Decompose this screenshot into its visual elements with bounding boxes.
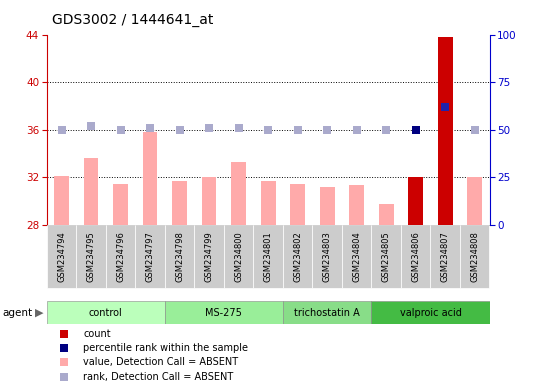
Bar (283, 301, 371, 324)
Text: GSM234804: GSM234804 (352, 231, 361, 282)
Text: MS-275: MS-275 (205, 308, 243, 318)
Bar (371, 301, 490, 324)
Bar (349, 185, 364, 225)
Text: GSM234801: GSM234801 (263, 231, 273, 282)
Text: GSM234807: GSM234807 (441, 231, 450, 282)
Text: GSM234794: GSM234794 (57, 231, 66, 282)
Text: valproic acid: valproic acid (399, 308, 461, 318)
Bar (312, 225, 342, 288)
Point (411, 127, 420, 133)
Bar (290, 184, 305, 225)
Point (87, 123, 96, 129)
Text: trichostatin A: trichostatin A (294, 308, 360, 318)
Bar (84, 158, 98, 225)
Text: GSM234808: GSM234808 (470, 231, 479, 282)
Text: GDS3002 / 1444641_at: GDS3002 / 1444641_at (52, 13, 213, 27)
Bar (320, 187, 334, 225)
Text: GSM234803: GSM234803 (323, 231, 332, 282)
Bar (468, 177, 482, 225)
Point (470, 127, 479, 133)
Bar (47, 301, 165, 324)
Text: GSM234806: GSM234806 (411, 231, 420, 282)
Bar (142, 132, 157, 225)
Text: GSM234805: GSM234805 (382, 231, 390, 282)
Text: GSM234796: GSM234796 (116, 231, 125, 282)
Point (441, 104, 449, 110)
Bar (106, 225, 135, 288)
Bar (76, 225, 106, 288)
Point (146, 125, 155, 131)
Bar (460, 225, 490, 288)
Text: GSM234800: GSM234800 (234, 231, 243, 282)
Point (264, 127, 273, 133)
Bar (283, 225, 312, 288)
Text: agent: agent (3, 308, 33, 318)
Bar (231, 162, 246, 225)
Text: rank, Detection Call = ABSENT: rank, Detection Call = ABSENT (84, 372, 234, 382)
Bar (172, 181, 187, 225)
Point (57, 127, 66, 133)
Bar (431, 225, 460, 288)
Text: ▶: ▶ (35, 308, 43, 318)
Point (419, 287, 428, 293)
Point (352, 127, 361, 133)
Bar (135, 225, 165, 288)
Bar (47, 225, 76, 288)
Text: count: count (84, 329, 111, 339)
Bar (371, 225, 401, 288)
Bar (342, 225, 371, 288)
Bar (379, 204, 394, 225)
Text: GSM234802: GSM234802 (293, 231, 302, 282)
Bar (194, 225, 224, 288)
Bar (224, 225, 254, 288)
Bar (202, 177, 217, 225)
Point (419, 156, 428, 162)
Text: GSM234797: GSM234797 (146, 231, 155, 282)
Bar (408, 177, 423, 225)
Point (419, 25, 428, 31)
Point (175, 127, 184, 133)
Bar (401, 225, 431, 288)
Point (293, 127, 302, 133)
Point (323, 127, 332, 133)
Bar (254, 225, 283, 288)
Text: control: control (89, 308, 123, 318)
Bar (165, 301, 283, 324)
Bar (113, 184, 128, 225)
Bar (438, 37, 453, 225)
Text: value, Detection Call = ABSENT: value, Detection Call = ABSENT (84, 358, 239, 367)
Point (205, 125, 213, 131)
Text: GSM234799: GSM234799 (205, 231, 213, 282)
Point (382, 127, 390, 133)
Bar (261, 181, 276, 225)
Point (234, 125, 243, 131)
Text: percentile rank within the sample: percentile rank within the sample (84, 343, 249, 353)
Bar (54, 176, 69, 225)
Text: GSM234795: GSM234795 (86, 231, 96, 282)
Text: GSM234798: GSM234798 (175, 231, 184, 282)
Point (116, 127, 125, 133)
Bar (165, 225, 194, 288)
